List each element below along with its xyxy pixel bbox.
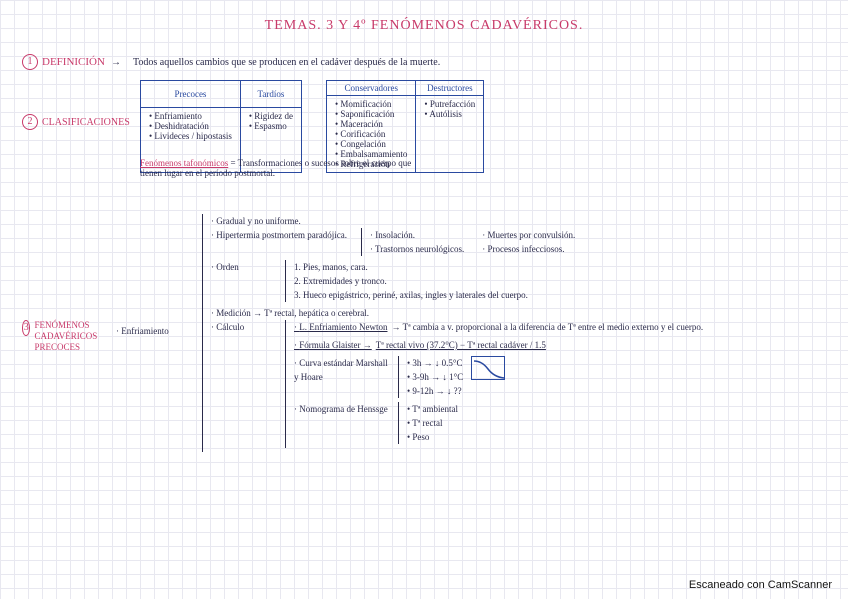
- c3r1: • 3h → ↓ 0.5°C: [407, 356, 463, 370]
- c3a: Curva estándar Marshall y Hoare: [294, 356, 394, 384]
- definition-text: Todos aquellos cambios que se producen e…: [133, 57, 440, 68]
- c4r1: • Tª ambiental: [407, 402, 458, 416]
- c1b: → Tª cambia a v. proporcional a la difer…: [391, 320, 703, 334]
- line-hipertermia: Hipertermia postmortem paradójica.: [211, 228, 347, 242]
- l2d: Procesos infecciosos.: [482, 242, 575, 256]
- o2: 2. Extremidades y tronco.: [294, 274, 528, 288]
- classification-text: CLASIFICACIONES: [42, 117, 130, 128]
- th-precoces: Precoces: [141, 81, 241, 108]
- definition-label: DEFINICIÓN: [42, 56, 105, 68]
- tafon-head: Fenómenos tafonómicos: [140, 158, 228, 168]
- line-gradual: Gradual y no uniforme.: [211, 214, 828, 228]
- tafonomicos-note: Fenómenos tafonómicos = Transformaciones…: [140, 158, 420, 178]
- l2c: Muertes por convulsión.: [482, 228, 575, 242]
- td-destructores: • Putrefacción • Autólisis: [416, 96, 484, 173]
- camscanner-watermark: Escaneado con CamScanner: [689, 579, 832, 591]
- defnum-badge: 1: [22, 54, 38, 70]
- enfriamiento-label: Enfriamiento: [116, 214, 198, 452]
- fennum-badge: 3: [22, 320, 30, 336]
- outline-tree: Enfriamiento Gradual y no uniforme. Hipe…: [116, 214, 828, 452]
- th-conservadores: Conservadores: [327, 81, 416, 96]
- o1: 1. Pies, manos, cara.: [294, 260, 528, 274]
- c4r2: • Tª rectal: [407, 416, 458, 430]
- c4r3: • Peso: [407, 430, 458, 444]
- c3r2: • 3-9h → ↓ 1°C: [407, 370, 463, 384]
- orden-label: Orden: [211, 260, 281, 274]
- c2a: Fórmula Glaister →: [294, 338, 372, 352]
- c2b: Tª rectal vivo (37.2°C) − Tª rectal cadá…: [376, 338, 546, 352]
- c1a: L. Enfriamiento Newton: [294, 320, 387, 334]
- fenomenos-text: FENÓMENOS CADAVÉRICOS PRECOCES: [34, 320, 112, 353]
- cooling-curve-chart: [471, 356, 505, 380]
- th-tardios: Tardíos: [240, 81, 301, 108]
- medicion: Medición → Tª rectal, hepática o cerebra…: [211, 306, 828, 320]
- c3r3: • 9-12h → ↓ ??: [407, 384, 463, 398]
- c4a: Nomograma de Henssge: [294, 402, 394, 416]
- th-destructores: Destructores: [416, 81, 484, 96]
- o3: 3. Hueco epigástrico, periné, axilas, in…: [294, 288, 528, 302]
- classification-label: 2 CLASIFICACIONES: [22, 114, 130, 130]
- arrow-icon: →: [111, 57, 121, 68]
- clasnum-badge: 2: [22, 114, 38, 130]
- l2b: Trastornos neurológicos.: [370, 242, 464, 256]
- page-title: TEMAS. 3 Y 4º FENÓMENOS CADAVÉRICOS.: [0, 18, 848, 34]
- calculo-label: Cálculo: [211, 320, 281, 334]
- definition-row: 1 DEFINICIÓN → Todos aquellos cambios qu…: [22, 54, 440, 70]
- l2a: Insolación.: [370, 228, 464, 242]
- fenomenos-label: 3 FENÓMENOS CADAVÉRICOS PRECOCES: [22, 320, 112, 353]
